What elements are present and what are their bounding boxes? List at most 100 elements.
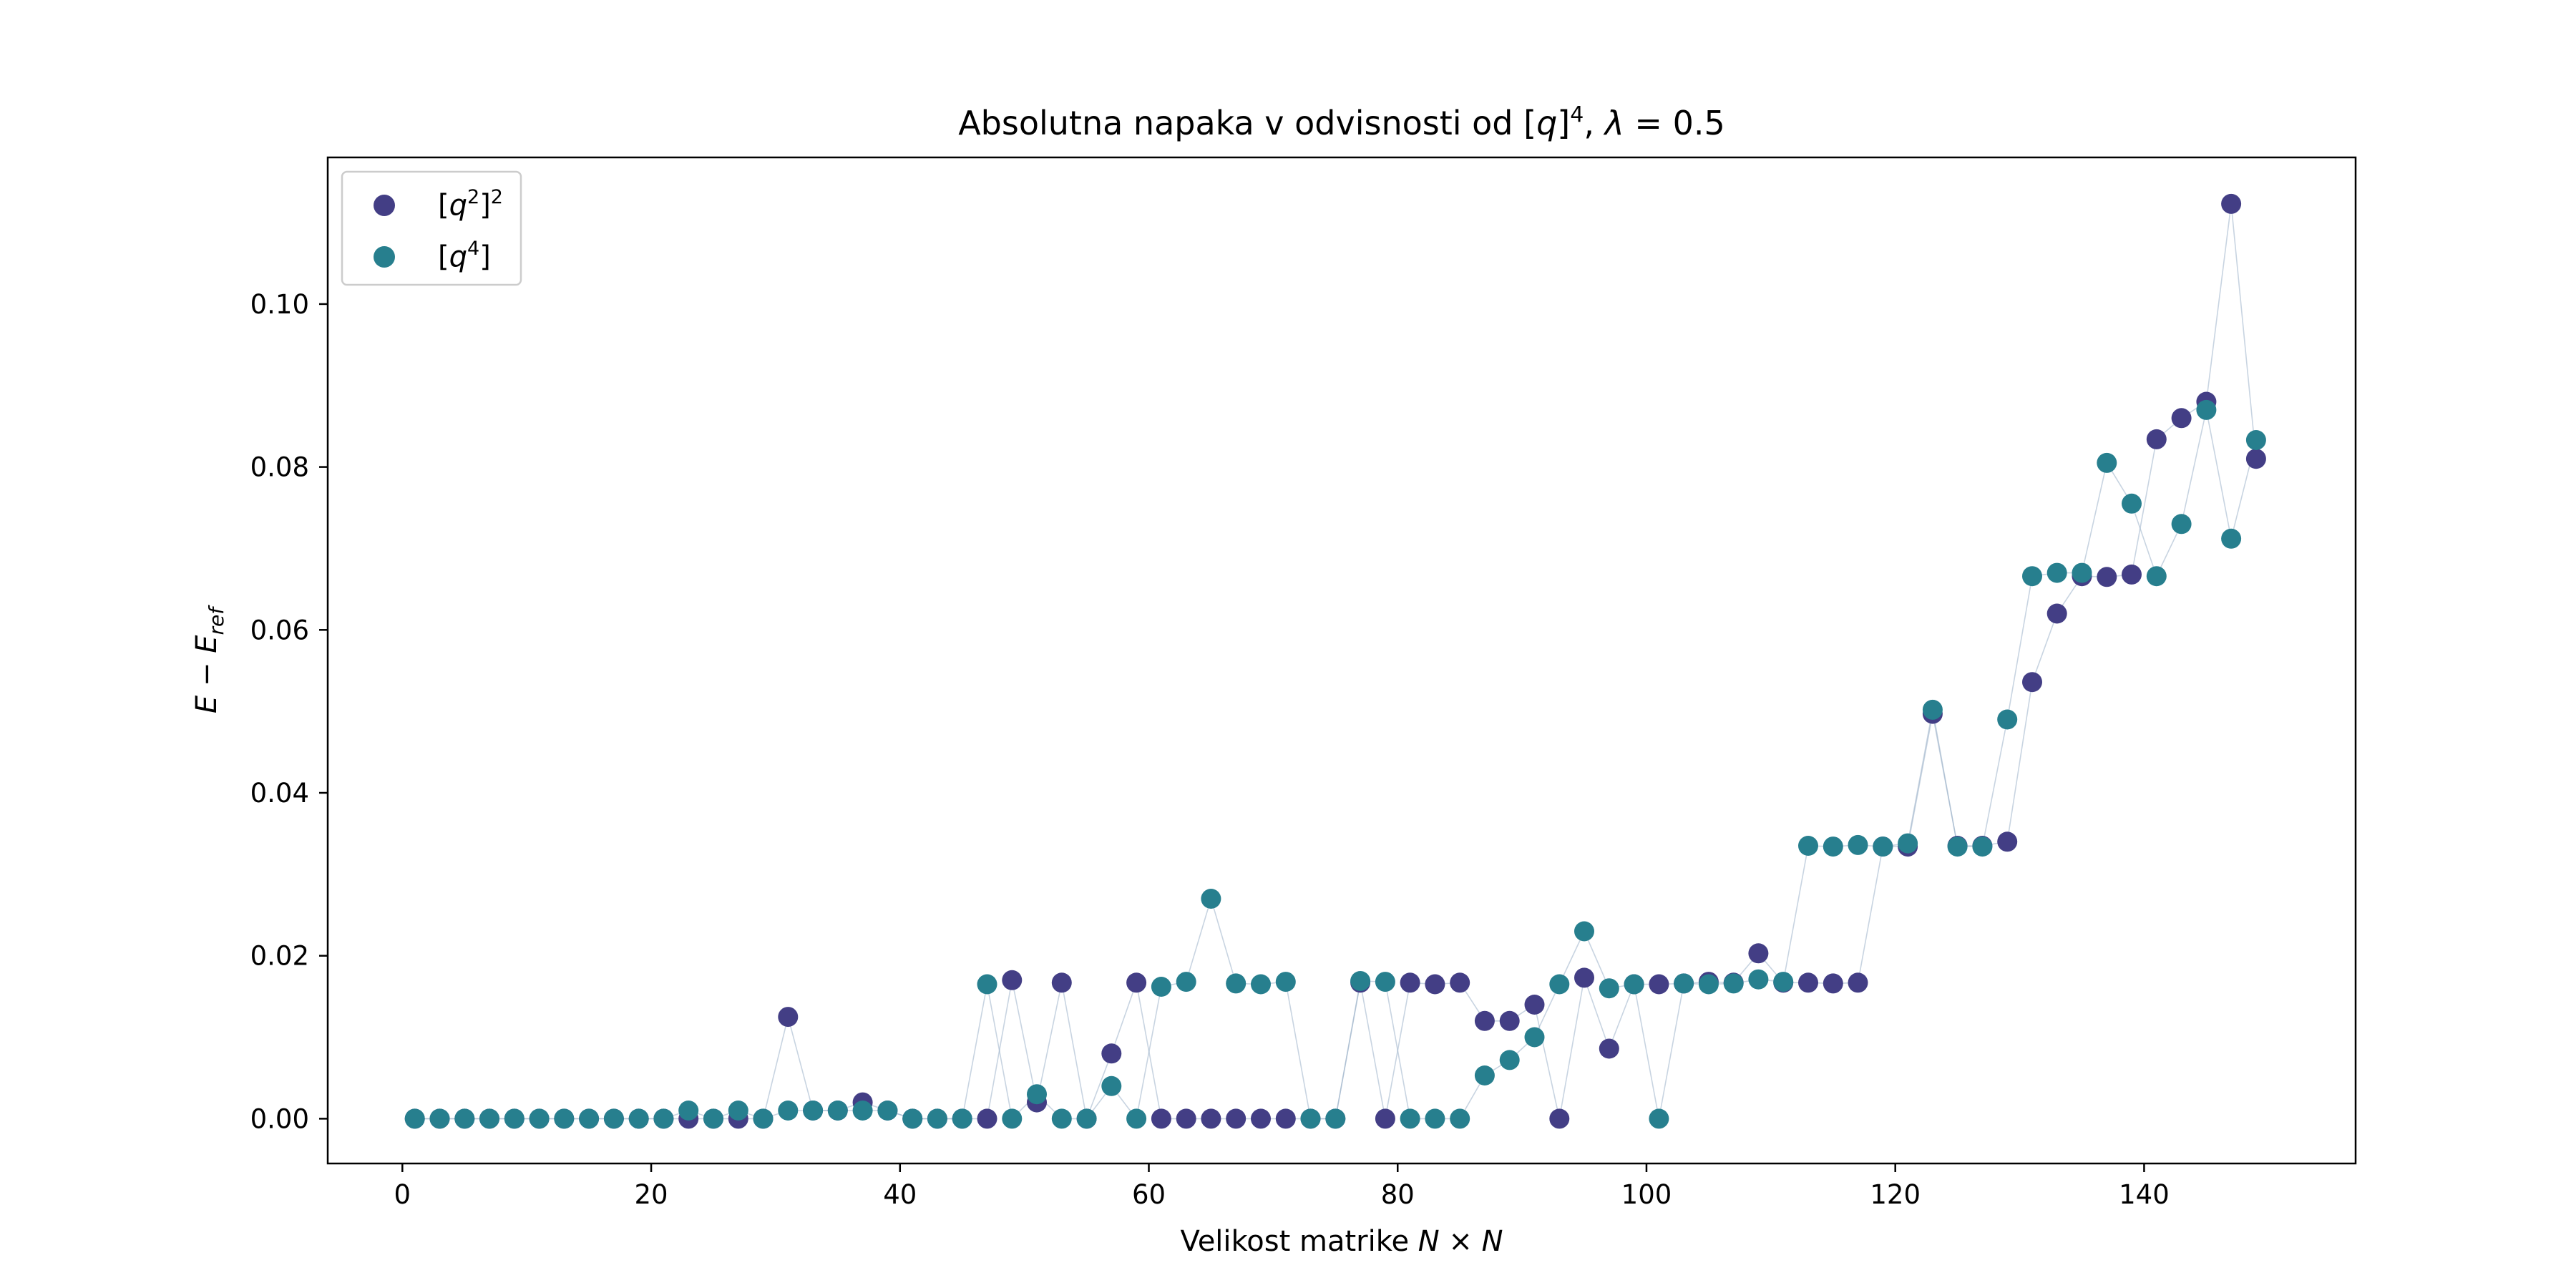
data-point-series-0 [1848, 972, 1868, 993]
y-axis: 0.00 0.02 0.04 0.06 0.08 0.10 [250, 289, 328, 1134]
data-point-series-1 [2221, 528, 2242, 549]
data-point-series-1 [703, 1108, 723, 1129]
data-point-series-1 [454, 1108, 475, 1129]
data-point-series-1 [678, 1101, 699, 1121]
data-point-series-1 [728, 1101, 748, 1121]
data-point-series-0 [1748, 943, 1769, 964]
data-point-series-1 [1176, 972, 1196, 992]
data-point-series-1 [429, 1108, 450, 1129]
data-point-series-0 [2022, 672, 2042, 693]
data-point-series-0 [1649, 974, 1669, 995]
data-point-series-1 [1499, 1050, 1520, 1070]
data-point-series-1 [1251, 974, 1271, 995]
data-point-series-1 [2046, 562, 2067, 583]
data-point-series-0 [1275, 1108, 1296, 1129]
data-point-series-0 [1599, 1038, 1619, 1059]
data-point-series-1 [1101, 1075, 1122, 1096]
x-tick-label: 40 [883, 1179, 917, 1210]
data-point-series-1 [1723, 973, 1744, 994]
x-tick-label: 100 [1621, 1179, 1672, 1210]
data-point-series-1 [1027, 1084, 1047, 1105]
data-point-series-0 [1226, 1108, 1246, 1129]
data-point-series-1 [2146, 566, 2167, 587]
data-point-series-1 [1898, 833, 1918, 854]
data-point-series-0 [1997, 831, 2018, 852]
data-point-series-0 [1051, 972, 1072, 993]
y-tick-label: 0.10 [250, 289, 309, 320]
data-point-series-1 [404, 1108, 425, 1129]
data-point-series-1 [1425, 1108, 1445, 1129]
data-point-series-0 [977, 1108, 997, 1129]
data-point-series-0 [1549, 1108, 1570, 1129]
data-point-series-1 [2196, 399, 2217, 420]
x-tick-label: 20 [635, 1179, 668, 1210]
data-point-series-0 [2146, 429, 2167, 449]
data-point-series-1 [504, 1108, 525, 1129]
plot-frame [326, 156, 2357, 1165]
data-point-series-1 [1997, 709, 2018, 730]
data-point-series-0 [1176, 1108, 1196, 1129]
legend-label-q4: [q4] [438, 238, 491, 273]
data-point-series-0 [1002, 970, 1023, 990]
x-axis: 0 20 40 60 80 100 120 140 [394, 1163, 2170, 1210]
series-points [404, 193, 2266, 1129]
data-point-series-1 [952, 1108, 972, 1129]
data-point-series-1 [1300, 1108, 1321, 1129]
data-point-series-1 [479, 1108, 499, 1129]
x-axis-label: Velikost matrike N × N [1180, 1225, 1503, 1258]
data-point-series-0 [2046, 603, 2067, 624]
data-point-series-0 [1400, 972, 1420, 993]
data-point-series-1 [1474, 1065, 1495, 1085]
y-tick-label: 0.02 [250, 941, 309, 972]
data-point-series-1 [1226, 973, 1246, 994]
data-point-series-1 [1002, 1108, 1023, 1129]
data-point-series-0 [1375, 1108, 1395, 1129]
data-point-series-1 [778, 1101, 799, 1121]
data-point-series-1 [1798, 836, 1818, 856]
y-tick-label: 0.06 [250, 615, 309, 645]
data-point-series-1 [1151, 977, 1171, 997]
y-tick-label: 0.00 [250, 1103, 309, 1134]
data-point-series-1 [1748, 969, 1769, 990]
data-point-series-1 [579, 1108, 600, 1129]
data-point-series-0 [1474, 1010, 1495, 1031]
data-point-series-1 [529, 1108, 550, 1129]
data-point-series-1 [554, 1108, 575, 1129]
legend-marker-q4 [374, 246, 395, 268]
data-point-series-1 [1350, 971, 1371, 991]
data-point-series-0 [1499, 1010, 1520, 1031]
data-point-series-1 [2072, 562, 2092, 583]
data-point-series-1 [1051, 1108, 1072, 1129]
x-tick-label: 80 [1381, 1179, 1415, 1210]
data-point-series-1 [1972, 836, 1993, 857]
data-point-series-1 [1400, 1108, 1420, 1129]
data-point-series-1 [1076, 1108, 1097, 1129]
data-point-series-1 [603, 1108, 624, 1129]
data-point-series-1 [2245, 430, 2266, 450]
data-point-series-1 [877, 1101, 898, 1121]
data-point-series-0 [1524, 995, 1545, 1015]
data-point-series-1 [1201, 889, 1221, 909]
data-point-series-1 [1773, 972, 1794, 992]
data-point-series-0 [2097, 567, 2117, 587]
data-point-series-1 [1524, 1027, 1545, 1048]
data-point-series-1 [1922, 699, 1943, 720]
data-point-series-1 [803, 1101, 824, 1121]
x-tick-label: 140 [2119, 1179, 2170, 1210]
data-point-series-0 [2245, 449, 2266, 469]
data-point-series-1 [1674, 973, 1694, 994]
data-point-series-1 [1823, 836, 1843, 857]
data-point-series-1 [1848, 834, 1868, 855]
data-point-series-0 [1151, 1108, 1171, 1129]
data-point-series-0 [1101, 1043, 1122, 1064]
y-tick-label: 0.08 [250, 452, 309, 483]
data-point-series-1 [827, 1101, 848, 1121]
data-point-series-0 [1425, 974, 1445, 995]
data-point-series-1 [653, 1108, 674, 1129]
data-point-series-0 [1798, 972, 1818, 993]
data-point-series-1 [1599, 978, 1619, 999]
data-point-series-1 [1947, 836, 1968, 857]
data-point-series-1 [1325, 1108, 1346, 1129]
data-point-series-1 [1624, 974, 1644, 995]
data-point-series-1 [1649, 1108, 1669, 1129]
